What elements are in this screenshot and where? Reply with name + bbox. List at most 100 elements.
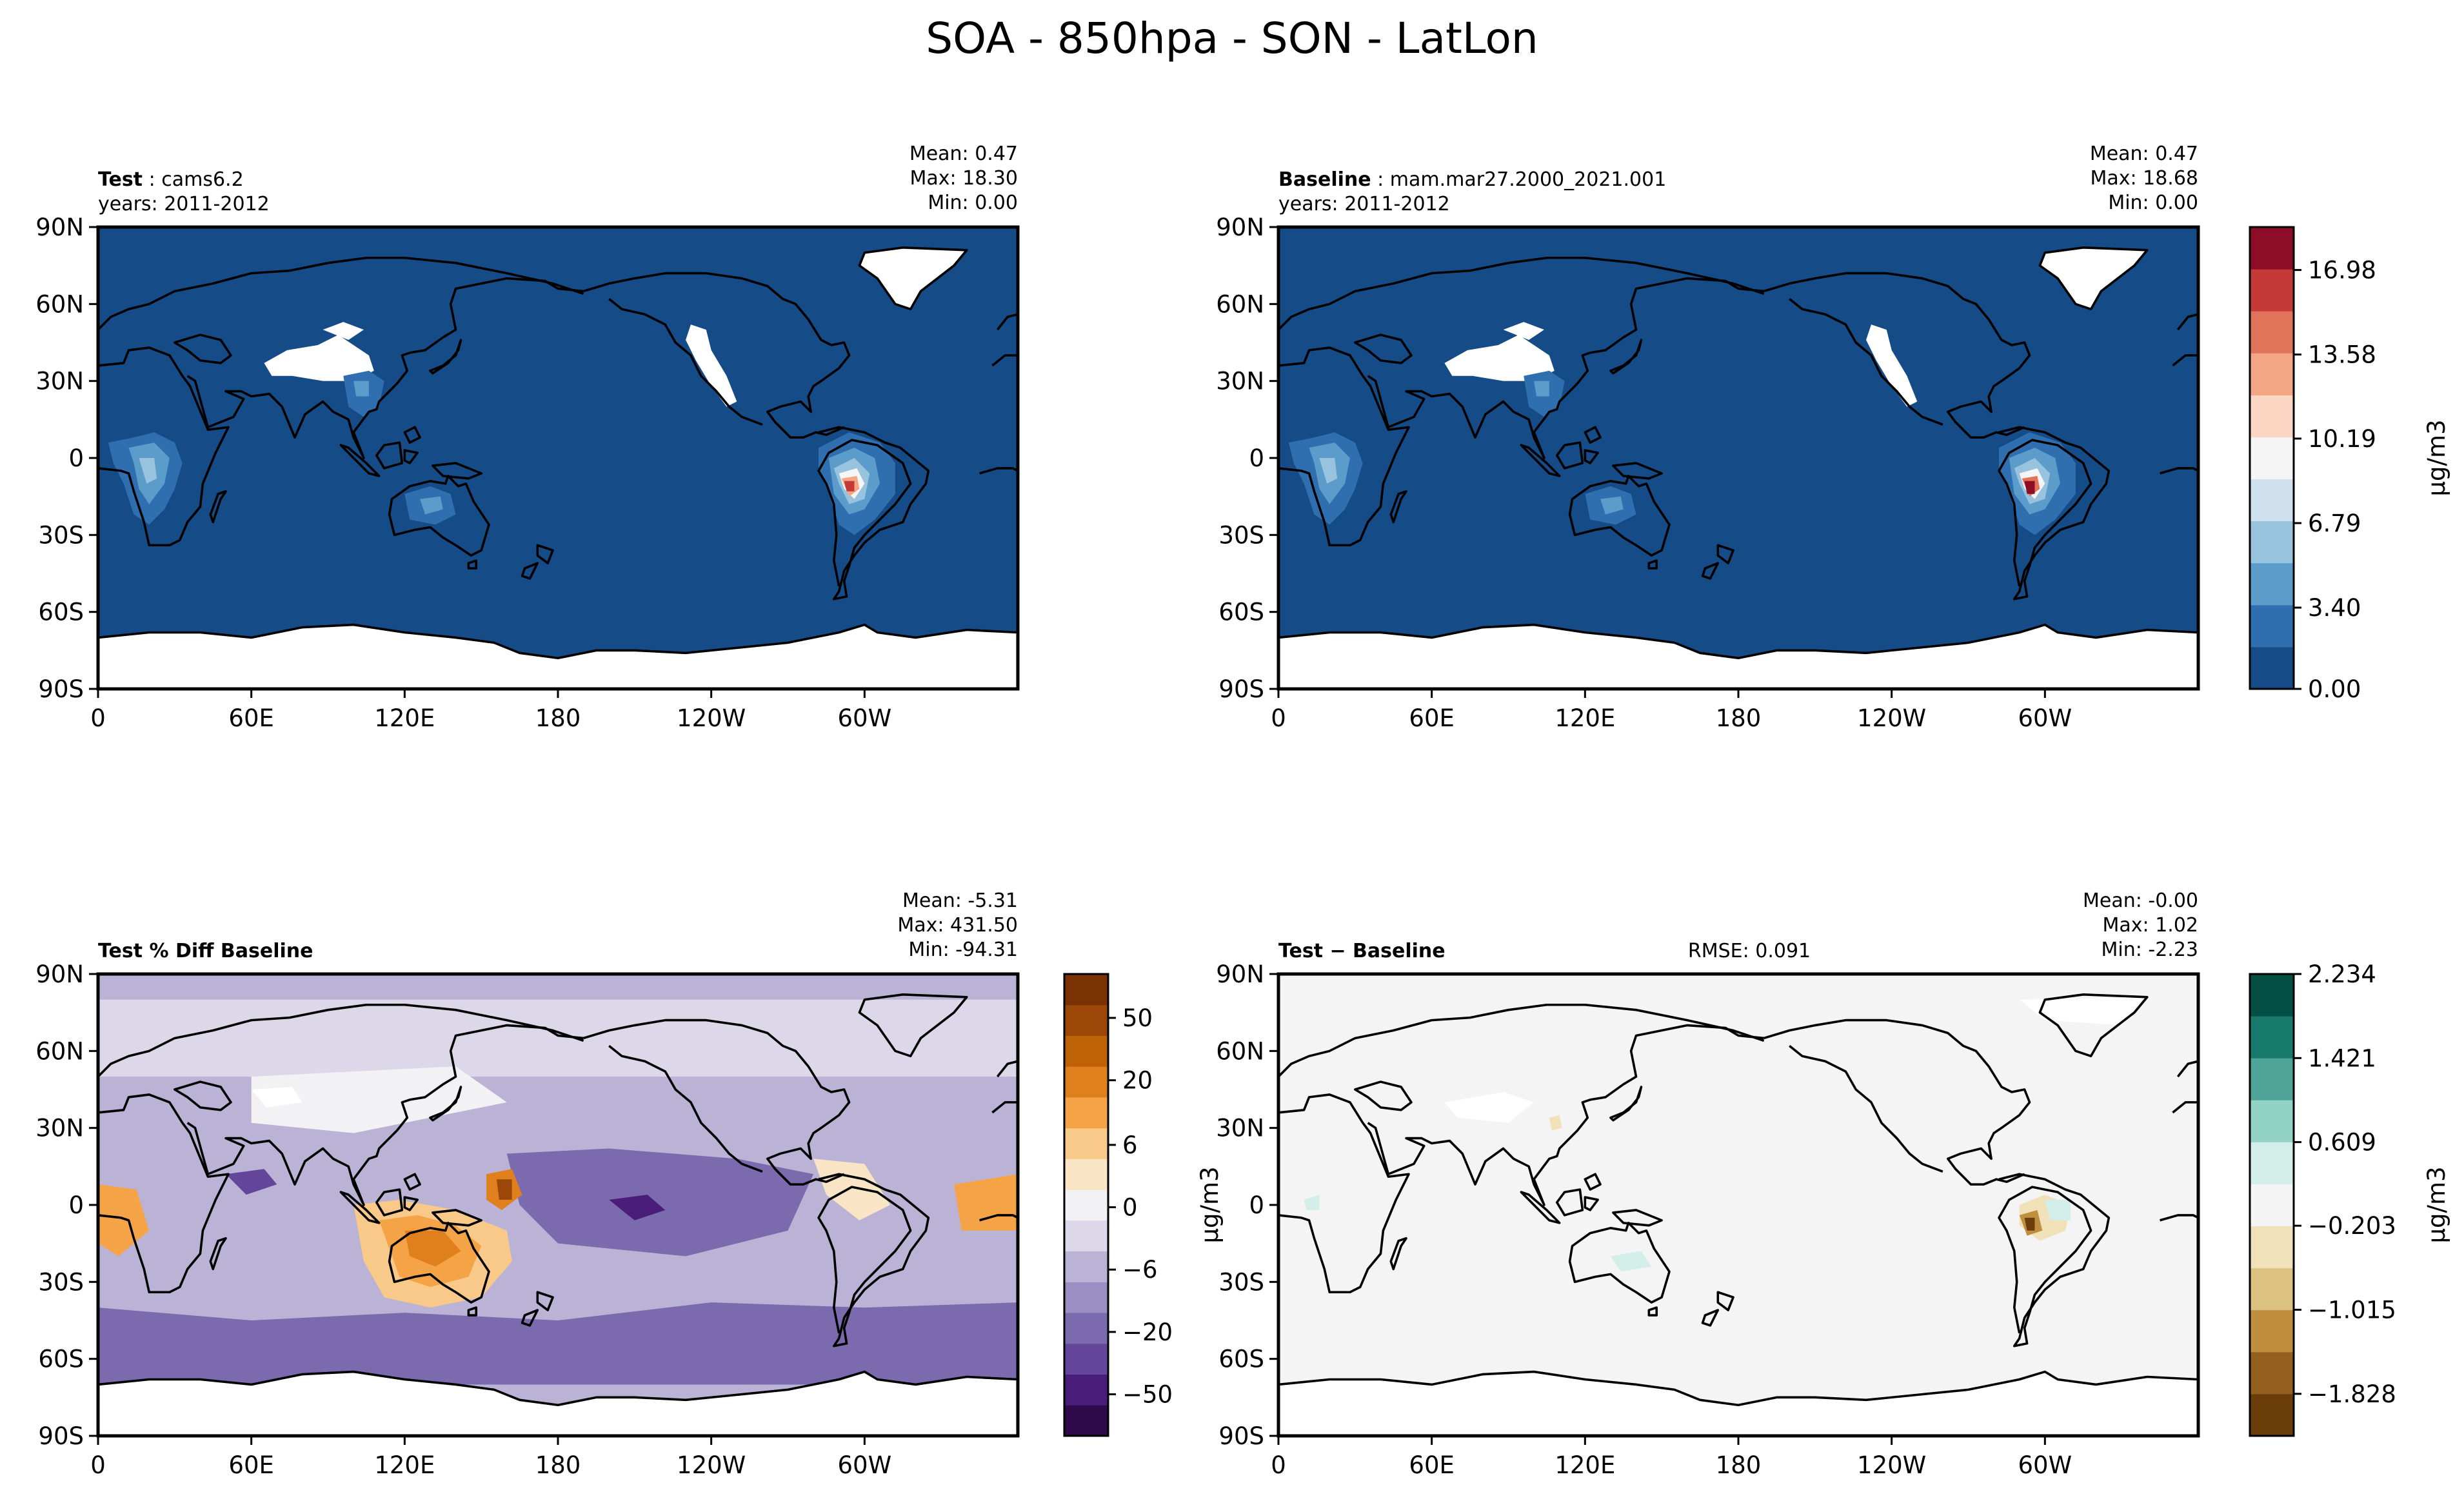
colorbar-diff: 2.234 1.421 0.609 −0.203 −1.015 −1.828 μg/m3	[2249, 960, 2450, 1437]
lon-tick-label: 60W	[2018, 704, 2072, 732]
colorbar-swatch	[2250, 604, 2294, 648]
colorbar-swatch	[1064, 1405, 1108, 1436]
colorbar-swatch	[1064, 1251, 1108, 1282]
colorbar-swatch	[1064, 1035, 1108, 1067]
colorbar-swatch	[2250, 1351, 2294, 1395]
colorbar-swatch	[2250, 1267, 2294, 1311]
lat-tick-label: 60S	[38, 1346, 84, 1373]
lat-tick-label: 30S	[1218, 1268, 1264, 1296]
lat-tick-label: 30S	[38, 1268, 84, 1296]
pctdiff-label: Test % Diff Baseline	[98, 940, 313, 962]
lon-tick-label: 60E	[228, 1451, 273, 1479]
colorbar-swatch	[2250, 353, 2294, 395]
diff-stat-max: Max: 1.02	[2103, 914, 2198, 937]
colorbar-swatch	[2250, 1309, 2294, 1353]
colorbar-swatch	[2250, 1393, 2294, 1436]
lon-tick-label: 60W	[2018, 1451, 2072, 1479]
colorbar-swatch	[2250, 1142, 2294, 1184]
pctdiff-stat-max: Max: 431.50	[897, 914, 1018, 937]
lon-tick-label: 180	[1716, 704, 1762, 732]
lat-tick-label: 60N	[1216, 1037, 1264, 1065]
baseline-stat-max: Max: 18.68	[2090, 167, 2198, 190]
colorbar-swatch	[2250, 227, 2294, 270]
lat-tick-label: 30N	[1216, 1115, 1264, 1142]
colorbar-tick-label: 2.234	[2308, 960, 2376, 988]
lon-tick-label: 0	[1271, 704, 1286, 732]
colorbar-tick-label: 50	[1122, 1004, 1153, 1032]
colorbar-swatch	[1064, 1066, 1108, 1098]
colorbar-tick-label: −1.828	[2308, 1380, 2396, 1408]
colorbar-swatch	[1064, 1004, 1108, 1036]
baseline-label-rest: : mam.mar27.2000_2021.001	[1371, 168, 1667, 191]
colorbar-swatch	[2250, 311, 2294, 353]
lat-tick-label: 30S	[1218, 521, 1264, 549]
lat-tick-label: 60N	[35, 290, 84, 318]
colorbar-diff-label: μg/m3	[2423, 1166, 2450, 1243]
pctdiff-map	[98, 974, 1018, 1436]
colorbar-tick-label: 0.609	[2308, 1129, 2376, 1157]
colorbar-swatch	[1064, 1313, 1108, 1344]
colorbar-tick-label: −6	[1122, 1256, 1158, 1284]
lon-tick-label: 60E	[228, 704, 273, 732]
panel-diff: Test − Baseline RMSE: 0.091 Mean: -0.00 …	[1277, 890, 2200, 1438]
lat-tick-label: 0	[68, 444, 84, 472]
lat-tick-label: 60N	[35, 1037, 84, 1065]
colorbar-frame	[2249, 226, 2295, 690]
lat-tick-label: 60S	[38, 599, 84, 626]
colorbar-swatch	[1064, 1097, 1108, 1129]
lat-tick-label: 0	[1249, 444, 1264, 472]
test-label-bold: Test	[98, 168, 143, 191]
colorbar-swatch	[1064, 1158, 1108, 1190]
lat-tick-label: 60N	[1216, 290, 1264, 318]
diff-label: Test − Baseline	[1278, 940, 1446, 962]
colorbar-swatch	[1064, 1189, 1108, 1221]
lat-tick-label: 30S	[38, 521, 84, 549]
colorbar-tick-label: −1.015	[2308, 1297, 2396, 1324]
colorbar-swatch	[2250, 1016, 2294, 1059]
colorbar-tick-label: 13.58	[2308, 341, 2376, 369]
colorbar-tick-label: −50	[1122, 1381, 1173, 1409]
colorbar-tick-label: 16.98	[2308, 257, 2376, 284]
lat-tick-label: 30N	[35, 1115, 84, 1142]
lon-tick-label: 0	[90, 704, 106, 732]
test-years: years: 2011-2012	[98, 193, 270, 215]
colorbar-swatch	[1064, 1282, 1108, 1313]
colorbar-top: 16.98 13.58 10.19 6.79 3.40 0.00 μg/m3	[2249, 226, 2450, 703]
colorbar-swatch	[2250, 521, 2294, 564]
colorbar-swatch	[2250, 395, 2294, 437]
colorbar-swatch	[1064, 1374, 1108, 1406]
colorbar-top-label: μg/m3	[2423, 419, 2450, 496]
colorbar-swatch	[2250, 974, 2294, 1017]
lon-tick-label: 120W	[1857, 1451, 1926, 1479]
colorbar-swatch	[2250, 562, 2294, 606]
test-map	[98, 227, 1018, 689]
colorbar-swatch	[2250, 1058, 2294, 1100]
lon-tick-label: 120W	[1857, 704, 1926, 732]
lat-tick-label: 60S	[1218, 1346, 1264, 1373]
colorbar-swatch	[2250, 1184, 2294, 1227]
colorbar-tick-label: 0.00	[2308, 675, 2361, 703]
lat-tick-label: 90N	[35, 960, 84, 988]
diff-map	[1278, 974, 2198, 1436]
lat-tick-label: 90S	[38, 675, 84, 703]
test-label-rest: : cams6.2	[143, 168, 244, 191]
baseline-map	[1278, 227, 2198, 689]
panel-baseline: Baseline : mam.mar27.2000_2021.001 years…	[1277, 143, 2200, 691]
panel-test: Test : cams6.2 years: 2011-2012 Mean: 0.…	[96, 143, 1020, 691]
colorbar-frame	[2249, 973, 2295, 1437]
pctdiff-stat-mean: Mean: -5.31	[902, 890, 1018, 912]
colorbar-tick-label: 10.19	[2308, 425, 2376, 453]
colorbar-tick-label: 1.421	[2308, 1044, 2376, 1072]
colorbar-tick-label: 20	[1122, 1067, 1153, 1095]
lat-tick-label: 90N	[35, 214, 84, 241]
lon-tick-label: 120W	[677, 1451, 746, 1479]
baseline-stat-min: Min: 0.00	[2108, 192, 2198, 214]
test-stat-min: Min: 0.00	[928, 192, 1018, 214]
baseline-years: years: 2011-2012	[1278, 193, 1450, 215]
colorbar-tick-label: −20	[1122, 1318, 1173, 1346]
lat-tick-label: 30N	[1216, 368, 1264, 395]
lat-tick-label: 90S	[1218, 675, 1264, 703]
lat-tick-label: 90S	[38, 1422, 84, 1450]
